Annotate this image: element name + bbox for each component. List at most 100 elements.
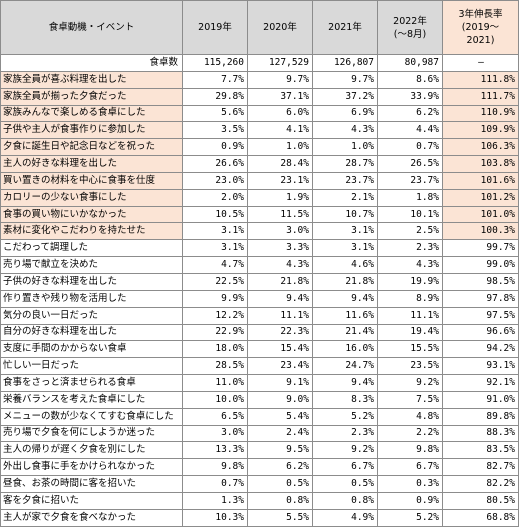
row-label: 食事の買い物にいかなかった <box>0 205 183 224</box>
table-row: 食事をさっと済ませられる食卓 11.0% 9.1% 9.4% 9.2% 92.1% <box>0 374 519 392</box>
row-label: 気分の良い一日だった <box>0 306 183 325</box>
cell-2021: 6.9% <box>312 104 378 123</box>
cell-growth: 101.6% <box>442 171 519 190</box>
cell-2019: 10.5% <box>182 205 248 224</box>
row-label: 作り置きや残り物を活用した <box>0 289 183 308</box>
cell-2021: 1.0% <box>312 138 378 157</box>
cell-2021: 21.8% <box>312 272 378 291</box>
cell-2020: 9.5% <box>247 441 313 460</box>
table-row: 忙しい一日だった 28.5% 23.4% 24.7% 23.5% 93.1% <box>0 357 519 376</box>
cell-2019: 4.7% <box>182 256 248 274</box>
cell-2022: 8.6% <box>377 70 443 89</box>
header-growth: 3年伸長率 (2019〜 2021) <box>442 0 519 55</box>
table-row: 売り場で夕食を何にしようか迷った 3.0% 2.4% 2.3% 2.2% 88.3% <box>0 424 519 443</box>
table-count-row: 食卓数 115,260 127,529 126,807 80,987 — <box>0 54 519 72</box>
cell-2022: 10.1% <box>377 205 443 224</box>
cell-growth: 96.6% <box>442 323 519 342</box>
cell-2019: 22.5% <box>182 272 248 291</box>
row-label: メニューの数が少なくてすむ食卓にした <box>0 407 183 426</box>
cell-2022: 8.9% <box>377 289 443 308</box>
cell-growth: 97.5% <box>442 306 519 325</box>
cell-2021: 11.6% <box>312 306 378 325</box>
cell-2022: 6.2% <box>377 104 443 123</box>
cell-growth: 89.8% <box>442 407 519 426</box>
cell-2020: 9.0% <box>247 390 313 409</box>
cell-2019: 3.0% <box>182 424 248 443</box>
cell-2020: 1.0% <box>247 138 313 157</box>
cell-growth: 101.2% <box>442 188 519 207</box>
cell-2019: 26.6% <box>182 155 248 173</box>
cell-growth: 103.8% <box>442 155 519 173</box>
table-row: 作り置きや残り物を活用した 9.9% 9.4% 9.4% 8.9% 97.8% <box>0 289 519 308</box>
row-label: 栄養バランスを考えた食卓にした <box>0 390 183 409</box>
cell-2019: 5.6% <box>182 104 248 123</box>
cell-growth: 82.2% <box>442 475 519 493</box>
cell-2021: 4.9% <box>312 508 378 527</box>
table-row: 客を夕食に招いた 1.3% 0.8% 0.8% 0.9% 80.5% <box>0 491 519 510</box>
cell-2019: 12.2% <box>182 306 248 325</box>
table-row: 子供の好きな料理を出した 22.5% 21.8% 21.8% 19.9% 98.5% <box>0 272 519 291</box>
cell-growth: 97.8% <box>442 289 519 308</box>
cell-2019: 22.9% <box>182 323 248 342</box>
cell-2022: 2.5% <box>377 222 443 241</box>
cell-2022: 6.7% <box>377 458 443 477</box>
cell-2020: 6.2% <box>247 458 313 477</box>
cell-2021: 24.7% <box>312 357 378 376</box>
cell-2021: 37.2% <box>312 87 378 106</box>
cell-2019: 13.3% <box>182 441 248 460</box>
cell-2019: 9.8% <box>182 458 248 477</box>
header-2019: 2019年 <box>182 0 248 55</box>
cell-2021: 2.3% <box>312 424 378 443</box>
table-row: カロリーの少ない食事にした 2.0% 1.9% 2.1% 1.8% 101.2% <box>0 188 519 207</box>
cell-2020: 3.3% <box>247 239 313 258</box>
table-row: 売り場で献立を決めた 4.7% 4.3% 4.6% 4.3% 99.0% <box>0 256 519 274</box>
cell-growth: 91.0% <box>442 390 519 409</box>
row-label: 客を夕食に招いた <box>0 491 183 510</box>
count-2021: 126,807 <box>312 54 378 72</box>
cell-2022: 9.8% <box>377 441 443 460</box>
row-label: 買い置きの材料を中心に食事を仕度 <box>0 171 183 190</box>
cell-2021: 3.1% <box>312 222 378 241</box>
cell-growth: 68.8% <box>442 508 519 527</box>
cell-2020: 2.4% <box>247 424 313 443</box>
row-label: 夕食に誕生日や記念日などを祝った <box>0 138 183 157</box>
cell-2019: 2.0% <box>182 188 248 207</box>
row-label: 売り場で夕食を何にしようか迷った <box>0 424 183 443</box>
cell-2020: 21.8% <box>247 272 313 291</box>
row-label: 子供や主人が食事作りに参加した <box>0 121 183 140</box>
cell-2019: 9.9% <box>182 289 248 308</box>
table-row: 外出し食事に手をかけられなかった 9.8% 6.2% 6.7% 6.7% 82.7% <box>0 458 519 477</box>
cell-2020: 11.1% <box>247 306 313 325</box>
cell-2019: 6.5% <box>182 407 248 426</box>
cell-2020: 4.3% <box>247 256 313 274</box>
count-2022: 80,987 <box>377 54 443 72</box>
cell-growth: 110.9% <box>442 104 519 123</box>
cell-2022: 33.9% <box>377 87 443 106</box>
cell-2019: 1.3% <box>182 491 248 510</box>
cell-growth: 111.8% <box>442 70 519 89</box>
row-label: 昼食、お茶の時間に客を招いた <box>0 475 183 493</box>
cell-2020: 5.5% <box>247 508 313 527</box>
header-growth-range-start: (2019〜 <box>461 22 500 33</box>
cell-2019: 18.0% <box>182 340 248 359</box>
row-label: 子供の好きな料理を出した <box>0 272 183 291</box>
cell-2020: 11.5% <box>247 205 313 224</box>
cell-2022: 19.4% <box>377 323 443 342</box>
table-row: メニューの数が少なくてすむ食卓にした 6.5% 5.4% 5.2% 4.8% 89.8% <box>0 407 519 426</box>
cell-growth: 92.1% <box>442 374 519 392</box>
cell-2021: 28.7% <box>312 155 378 173</box>
cell-growth: 82.7% <box>442 458 519 477</box>
header-2022: 2022年 (〜8月) <box>377 0 443 55</box>
row-label: 主人の帰りが遅く夕食を別にした <box>0 441 183 460</box>
cell-2022: 2.3% <box>377 239 443 258</box>
cell-2022: 15.5% <box>377 340 443 359</box>
cell-2019: 0.7% <box>182 475 248 493</box>
cell-growth: 94.2% <box>442 340 519 359</box>
cell-2020: 3.0% <box>247 222 313 241</box>
cell-growth: 101.0% <box>442 205 519 224</box>
cell-2019: 10.3% <box>182 508 248 527</box>
cell-2020: 9.4% <box>247 289 313 308</box>
table-row: 子供や主人が食事作りに参加した 3.5% 4.1% 4.3% 4.4% 109.9% <box>0 121 519 140</box>
cell-2022: 0.9% <box>377 491 443 510</box>
